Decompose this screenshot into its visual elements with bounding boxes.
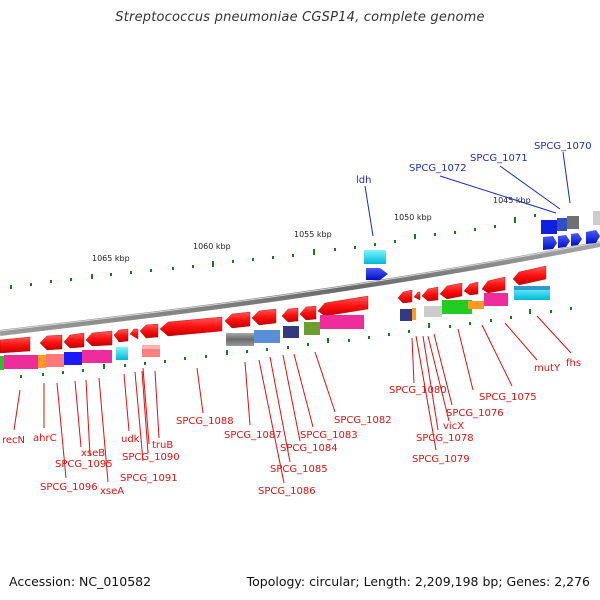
- ldh-domain: [364, 250, 386, 264]
- gene-label-SPCG_1084: SPCG_1084: [280, 443, 338, 454]
- gene-arrow: [113, 328, 129, 343]
- gene-box: [557, 218, 567, 231]
- gene-label-fhs: fhs: [566, 358, 581, 369]
- gene-arrow: [139, 323, 159, 339]
- gene-arrow: [129, 328, 139, 340]
- scale-label: 1055 kbp: [294, 230, 332, 239]
- scale-label: 1050 kbp: [394, 213, 432, 222]
- gene-label-SPCG_1070: SPCG_1070: [534, 141, 592, 152]
- gene-label-SPCG_1083: SPCG_1083: [300, 430, 358, 441]
- gene-arrow: [281, 307, 299, 323]
- forward-genes[interactable]: [364, 211, 600, 280]
- gene-arrow: [39, 334, 63, 351]
- gene-label-ahrC: ahrC: [33, 433, 57, 444]
- gene-label-SPCG_1096: SPCG_1096: [40, 482, 98, 493]
- accession-text: Accession: NC_010582: [9, 574, 152, 589]
- genome-backbone: [0, 241, 600, 336]
- gene-label-xseA: xseA: [100, 486, 124, 497]
- gene-label-SPCG_1079: SPCG_1079: [412, 454, 470, 465]
- scale-label: 1060 kbp: [193, 242, 231, 251]
- gene-arrow: [481, 276, 506, 294]
- gene-label-SPCG_1071: SPCG_1071: [470, 153, 528, 164]
- reverse-genes[interactable]: [0, 265, 547, 354]
- gene-arrow: [571, 233, 582, 246]
- scale-label: 1045 kbp: [493, 196, 531, 205]
- gene-label-SPCG_1076: SPCG_1076: [446, 408, 504, 419]
- gene-label-SPCG_1080: SPCG_1080: [389, 385, 447, 396]
- gene-arrow: [224, 311, 251, 329]
- gene-arrow: [586, 230, 600, 244]
- gene-label-SPCG_1072: SPCG_1072: [409, 163, 467, 174]
- gene-arrow: [159, 316, 223, 337]
- gene-labels: recN ahrC SPCG_1096 xseB SPCG_1095 xseA …: [2, 141, 592, 497]
- gene-arrow: [251, 308, 277, 326]
- gene-label-recN: recN: [2, 435, 25, 446]
- gene-label-SPCG_1091: SPCG_1091: [120, 473, 178, 484]
- gene-arrow: [543, 236, 557, 250]
- gene-arrow: [421, 286, 439, 302]
- gene-label-SPCG_1087: SPCG_1087: [224, 430, 282, 441]
- gene-arrow: [63, 332, 85, 349]
- gene-label-SPCG_1086: SPCG_1086: [258, 486, 316, 497]
- gene-box: [541, 220, 557, 234]
- leader-lines: [13, 315, 572, 484]
- gene-label-SPCG_1075: SPCG_1075: [479, 392, 537, 403]
- gene-label-xseB: xseB: [81, 448, 105, 459]
- gene-arrow: [397, 289, 413, 304]
- reverse-domains: [0, 286, 550, 370]
- gene-label-udk: udk: [121, 434, 140, 445]
- gene-arrow: [366, 268, 388, 280]
- outer-scale-ticks: [10, 214, 536, 289]
- gene-arrow: [558, 235, 570, 248]
- genome-title: Streptococcus pneumoniae CGSP14, complet…: [115, 10, 485, 25]
- gene-label-SPCG_1090: SPCG_1090: [122, 452, 180, 463]
- gene-label-SPCG_1078: SPCG_1078: [416, 433, 474, 444]
- gene-label-SPCG_1095: SPCG_1095: [55, 459, 113, 470]
- gene-box: [567, 216, 579, 229]
- scale-label: 1065 kbp: [92, 254, 130, 263]
- gene-arrow: [299, 305, 317, 321]
- gene-arrow: [463, 281, 479, 296]
- scale-labels: 1065 kbp 1060 kbp 1055 kbp 1050 kbp 1045…: [92, 196, 531, 263]
- gene-box: [593, 211, 600, 225]
- gene-label-truB: truB: [152, 440, 173, 451]
- gene-label-SPCG_1085: SPCG_1085: [270, 464, 328, 475]
- gene-label-SPCG_1088: SPCG_1088: [176, 416, 234, 427]
- genome-backbone-highlight: [0, 241, 600, 332]
- gene-label-vicX: vicX: [443, 421, 464, 432]
- leader-lines-blue: [364, 151, 571, 237]
- gene-arrow: [0, 336, 31, 354]
- inner-scale-ticks: [20, 307, 572, 378]
- gene-label-mutY: mutY: [534, 363, 561, 374]
- gene-arrow: [512, 265, 547, 286]
- gene-label-SPCG_1082: SPCG_1082: [334, 415, 392, 426]
- gene-arrow: [317, 295, 369, 317]
- gene-arrow: [413, 291, 421, 301]
- gene-arrow: [439, 282, 463, 300]
- gene-label-ldh: ldh: [356, 175, 371, 186]
- gene-arrow: [85, 330, 113, 347]
- genome-summary-text: Topology: circular; Length: 2,209,198 bp…: [246, 574, 590, 589]
